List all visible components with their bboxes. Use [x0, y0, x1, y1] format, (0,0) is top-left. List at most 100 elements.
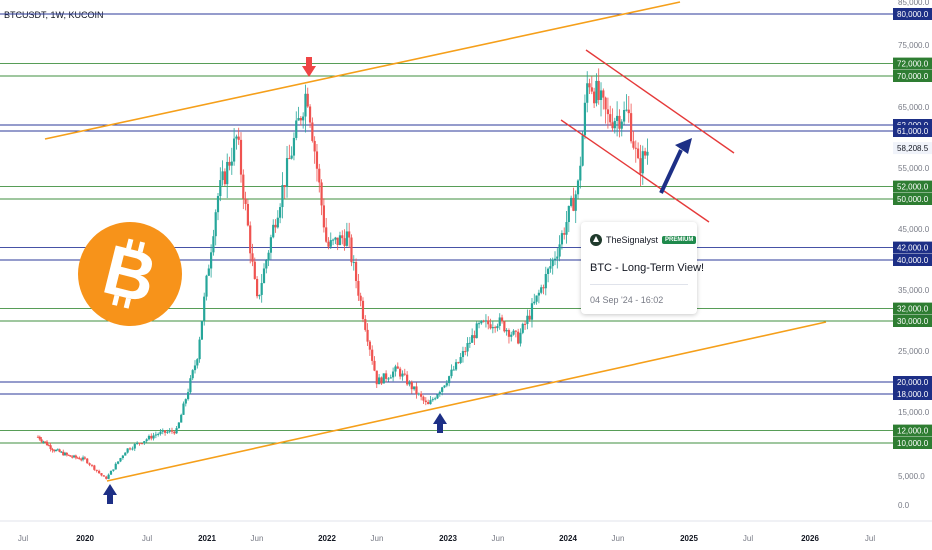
level-price-tag[interactable]: [893, 193, 932, 205]
candle-body: [422, 396, 425, 401]
candle-body: [537, 292, 540, 296]
candle-body: [166, 431, 169, 433]
candle-body: [150, 435, 153, 439]
candle-body: [44, 441, 47, 443]
candle-body: [62, 451, 65, 456]
level-price-tag[interactable]: [893, 70, 932, 82]
price-tick-label: 45,000.0: [898, 225, 930, 234]
candle-body: [354, 262, 358, 281]
level-price-tag[interactable]: [893, 125, 932, 137]
candle-body: [334, 237, 337, 240]
candle-body: [551, 259, 554, 267]
candle-body: [521, 323, 524, 333]
candle-body: [450, 369, 453, 377]
time-tick-label: Jun: [251, 534, 264, 543]
candle-body: [625, 109, 628, 111]
time-axis[interactable]: Jul 2020 Jul 2021 Jun 2022 Jun 2023 Jun 2024 Jun 20…: [0, 520, 932, 550]
candle-body: [373, 360, 376, 371]
candle-body: [618, 115, 621, 129]
candle-body: [586, 83, 589, 103]
candle-body: [140, 443, 144, 445]
candle-body: [152, 435, 155, 439]
candle-body: [114, 463, 117, 470]
candle-body: [184, 399, 187, 404]
candle-body: [200, 320, 204, 340]
candle-body: [304, 93, 307, 117]
level-price-label: 10,000.0: [897, 439, 929, 448]
candle-body: [392, 371, 395, 378]
level-price-tag[interactable]: [893, 254, 932, 266]
idea-card[interactable]: TheSignalyst PREMIUM BTC - Long-Term Vie…: [581, 222, 704, 314]
candle-body: [302, 116, 305, 121]
candle-body: [117, 461, 120, 464]
candle-body: [78, 458, 81, 460]
author-name[interactable]: TheSignalyst: [606, 235, 659, 245]
level-price-tag[interactable]: [893, 57, 932, 70]
candle-body: [464, 351, 467, 353]
level-price-tag[interactable]: [893, 8, 932, 20]
candle-body: [424, 400, 427, 403]
idea-title[interactable]: BTC - Long-Term View!: [590, 262, 705, 274]
candle-body: [461, 351, 465, 358]
candle-body: [80, 459, 83, 461]
candle-body: [613, 120, 616, 129]
candle-body: [223, 171, 227, 185]
candle-body: [512, 330, 515, 335]
candle-body: [143, 441, 146, 444]
candle-body: [186, 392, 190, 400]
candle-body: [514, 330, 517, 332]
level-price-tag[interactable]: [893, 241, 932, 254]
candle-body: [253, 261, 256, 279]
candle-body: [322, 205, 325, 228]
candle-body: [380, 377, 383, 384]
level-price-label: 12,000.0: [897, 427, 929, 436]
lower-channel-line[interactable]: [106, 321, 827, 482]
symbol-title: BTCUSDT, 1W, KUCOIN: [4, 10, 104, 20]
price-tick-label: 55,000.0: [898, 164, 930, 173]
candle-body: [228, 161, 231, 166]
candle-body: [445, 383, 448, 386]
candle-body: [452, 369, 455, 371]
candle-body: [83, 457, 86, 459]
candle-body: [482, 320, 485, 322]
candle-body: [56, 449, 59, 451]
level-price-tag[interactable]: [893, 376, 932, 388]
candle-body: [299, 117, 302, 121]
level-price-tag[interactable]: [893, 388, 932, 400]
candle-body: [572, 197, 575, 211]
candle-body: [138, 442, 141, 444]
candle-body: [320, 182, 323, 206]
price-axis[interactable]: 85,000.0 75,000.0 65,000.0 55,000.0 45,000.0…: [893, 0, 932, 521]
level-price-tag[interactable]: [893, 315, 932, 327]
candle-body: [498, 317, 501, 326]
level-price-tag[interactable]: [893, 424, 932, 437]
candle-body: [279, 207, 282, 218]
candle-body: [471, 335, 474, 343]
descending-channel-bottom[interactable]: [560, 119, 710, 223]
candle-body: [507, 330, 511, 337]
level-price-tag[interactable]: [893, 180, 932, 193]
candle-body: [74, 455, 77, 458]
upper-channel-line[interactable]: [44, 1, 681, 140]
candle-body: [235, 136, 238, 139]
candle-body: [457, 362, 460, 364]
candle-body: [546, 268, 550, 275]
candle-body: [359, 295, 362, 301]
candle-body: [646, 151, 649, 156]
descending-channel-top[interactable]: [585, 49, 735, 154]
candle-body: [318, 168, 321, 183]
candle-body: [597, 80, 600, 101]
candle-body: [212, 236, 215, 253]
candle-body: [604, 97, 607, 110]
candle-body: [193, 365, 197, 371]
candle-body: [408, 381, 411, 385]
candle-body: [157, 433, 160, 435]
candle-body: [313, 140, 316, 152]
candle-body: [60, 451, 63, 453]
level-price-tag[interactable]: [893, 302, 932, 315]
candle-body: [438, 391, 441, 395]
candle-body: [226, 161, 229, 185]
price-tick-label: 75,000.0: [898, 41, 930, 50]
level-price-tag[interactable]: [893, 437, 932, 449]
